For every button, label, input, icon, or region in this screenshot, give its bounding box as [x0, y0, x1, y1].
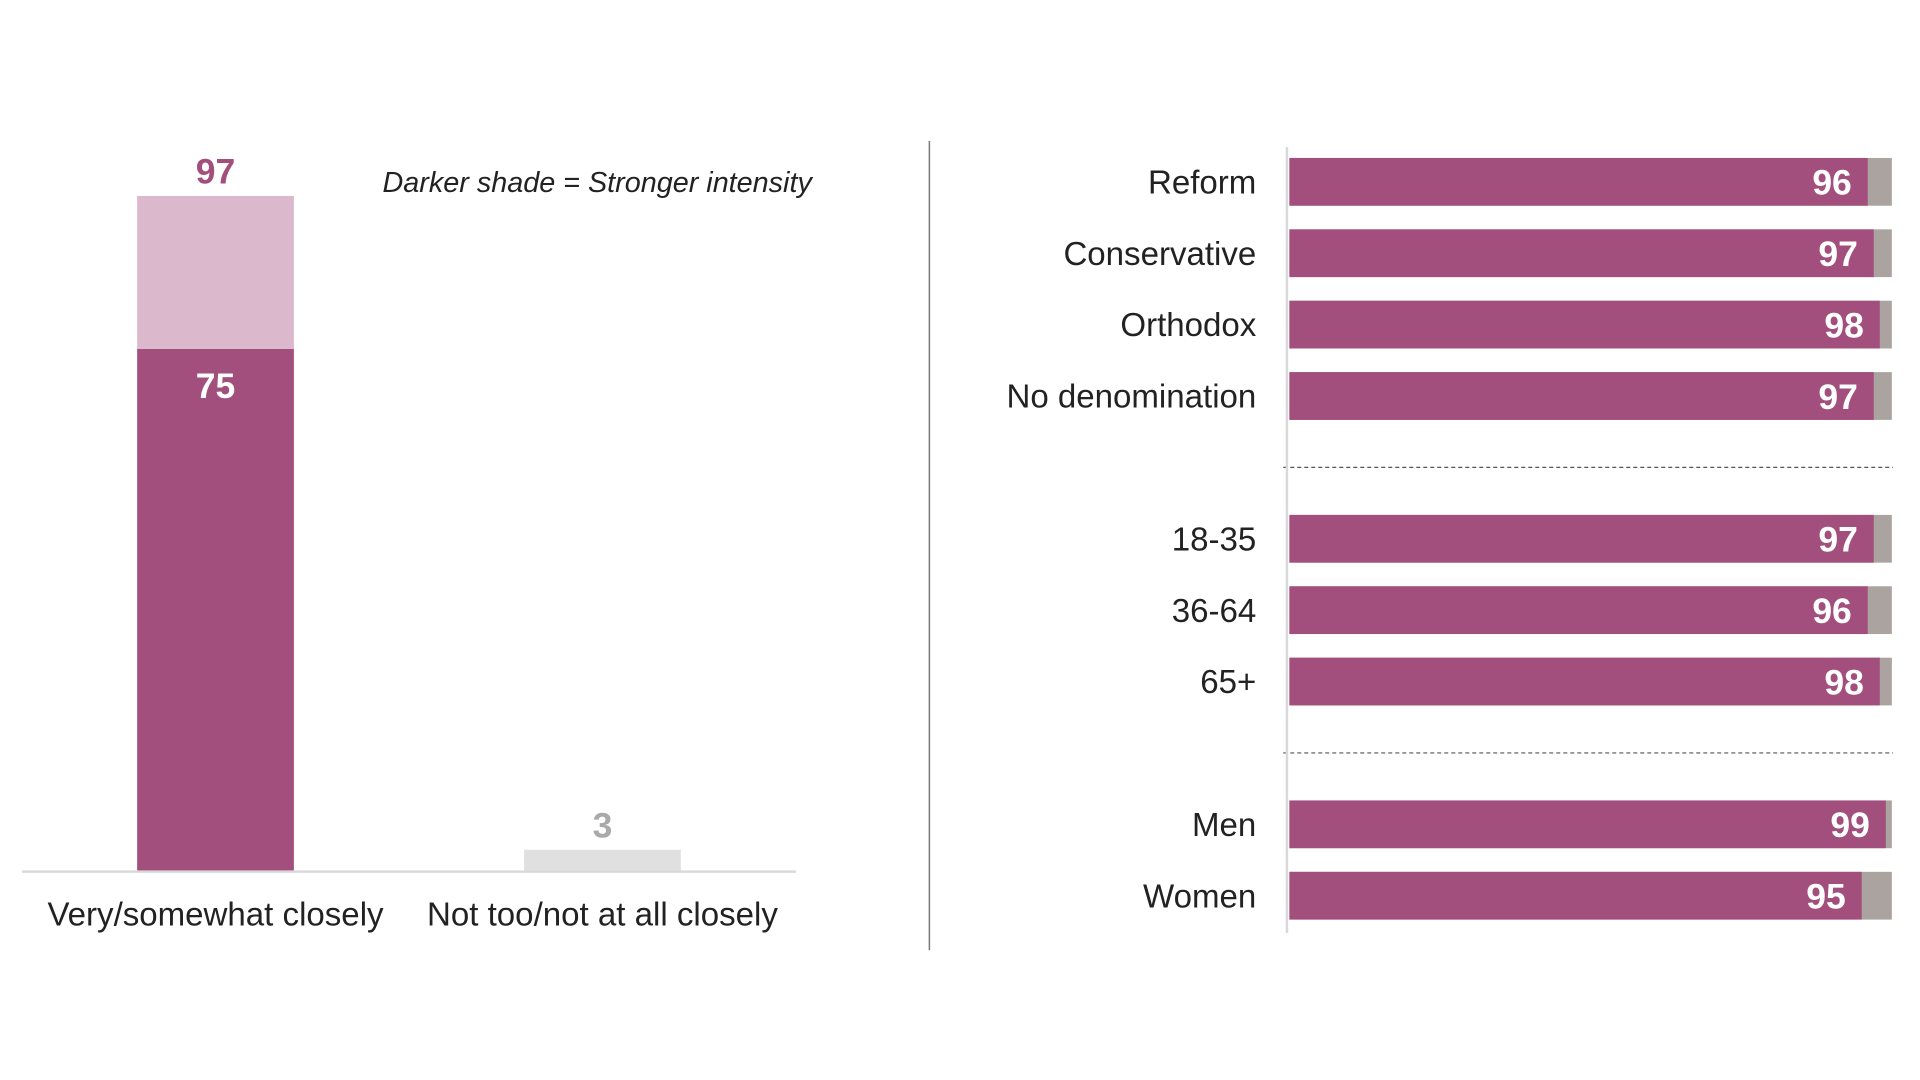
intensity-annotation: Darker shade = Stronger intensity: [383, 167, 814, 199]
bar-value-1-0: [1289, 514, 1874, 563]
bar-value-label-2-1: 95: [1806, 877, 1846, 917]
bar-value-0-3: [1289, 372, 1874, 420]
bar-value-0-2: [1289, 300, 1880, 349]
row-label-0-1: Conservative: [1063, 236, 1256, 273]
row-label-0-2: Orthodox: [1120, 307, 1256, 344]
bar-value-2-0: [1289, 800, 1886, 849]
row-label-2-0: Men: [1192, 807, 1256, 844]
row-label-1-0: 18-35: [1172, 521, 1257, 558]
row-label-0-0: Reform: [1148, 164, 1256, 201]
bar-value-label-0-1: 97: [1818, 234, 1858, 274]
bar-light-0: [137, 195, 294, 349]
row-label-2-1: Women: [1143, 878, 1256, 915]
total-label-0: 97: [196, 152, 236, 192]
bar-value-label-1-0: 97: [1818, 520, 1858, 560]
bar-light-1: [524, 849, 681, 871]
category-label-1: Not too/not at all closely: [427, 897, 778, 934]
bar-value-label-0-0: 96: [1812, 163, 1852, 203]
bar-value-0-0: [1289, 157, 1868, 206]
bar-value-2-1: [1289, 871, 1862, 920]
row-label-1-2: 65+: [1200, 664, 1256, 701]
bar-value-label-0-2: 98: [1824, 305, 1864, 345]
bar-value-1-1: [1289, 586, 1868, 635]
total-label-1: 3: [593, 806, 613, 846]
row-label-1-1: 36-64: [1172, 593, 1257, 630]
bar-value-label-2-0: 99: [1830, 805, 1870, 845]
bar-value-label-1-1: 96: [1812, 591, 1852, 631]
bar-strong-0: [137, 348, 294, 871]
bar-value-1-2: [1289, 657, 1880, 706]
bar-value-label-1-2: 98: [1824, 662, 1864, 702]
category-label-0: Very/somewhat closely: [47, 897, 384, 934]
bar-value-label-0-3: 97: [1818, 377, 1858, 417]
inner-label-0: 75: [196, 366, 236, 406]
row-label-0-3: No denomination: [1006, 379, 1256, 416]
bar-value-0-1: [1289, 229, 1874, 278]
